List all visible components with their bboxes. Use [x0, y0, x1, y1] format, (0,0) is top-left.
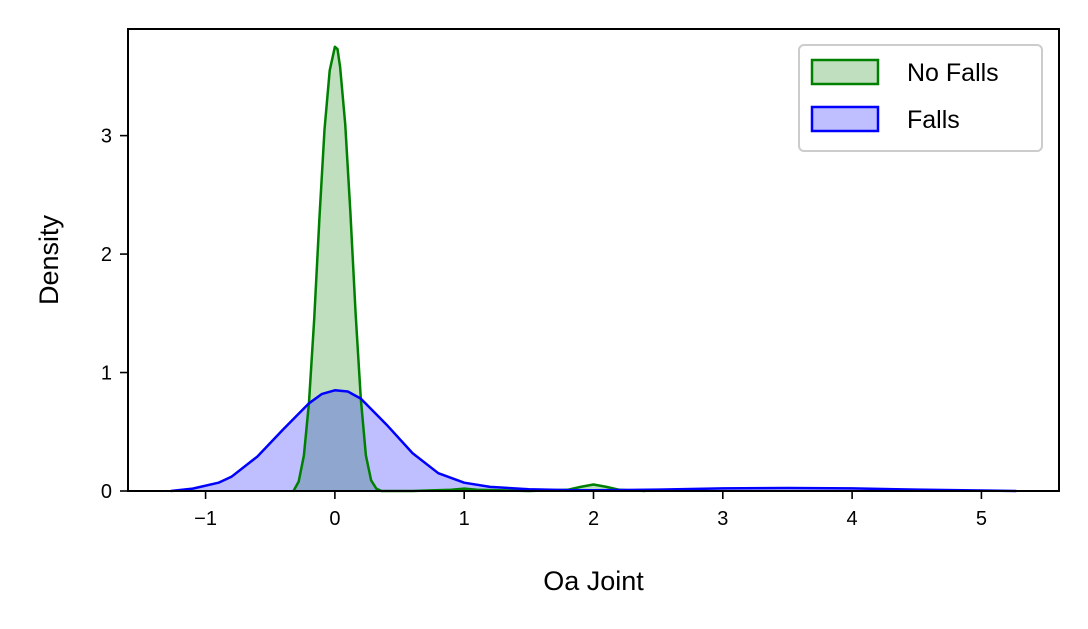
x-tick-label: 5 — [976, 508, 987, 530]
x-tick-label: 0 — [329, 508, 340, 530]
legend: No Falls Falls — [798, 44, 1043, 152]
legend-swatch — [810, 58, 880, 86]
series-line-falls — [170, 389, 1017, 493]
x-tick-label: 1 — [459, 508, 470, 530]
x-axis-label: Oa Joint — [543, 566, 644, 596]
legend-entry: Falls — [810, 105, 960, 134]
x-axis-ticks: −1 0 1 2 3 4 5 — [194, 491, 987, 530]
y-tick-label: 0 — [101, 481, 112, 503]
y-tick-label: 3 — [101, 126, 112, 148]
x-tick-label: 4 — [847, 508, 858, 530]
y-axis-ticks: 0 1 2 3 — [101, 126, 128, 503]
y-tick-label: 2 — [101, 244, 112, 266]
legend-swatch-bg — [812, 60, 878, 84]
x-tick-label: 2 — [588, 508, 599, 530]
legend-swatch-bg — [812, 107, 878, 131]
y-tick-label: 1 — [101, 363, 112, 385]
series-area-falls — [170, 390, 1017, 491]
y-axis-label: Density — [34, 214, 64, 305]
legend-label: Falls — [907, 106, 960, 134]
legend-entry: No Falls — [810, 58, 999, 87]
x-tick-label: 3 — [717, 508, 728, 530]
legend-swatch — [810, 105, 880, 133]
x-tick-label: −1 — [194, 508, 217, 530]
legend-label: No Falls — [907, 59, 999, 87]
series-lines — [170, 45, 1017, 493]
